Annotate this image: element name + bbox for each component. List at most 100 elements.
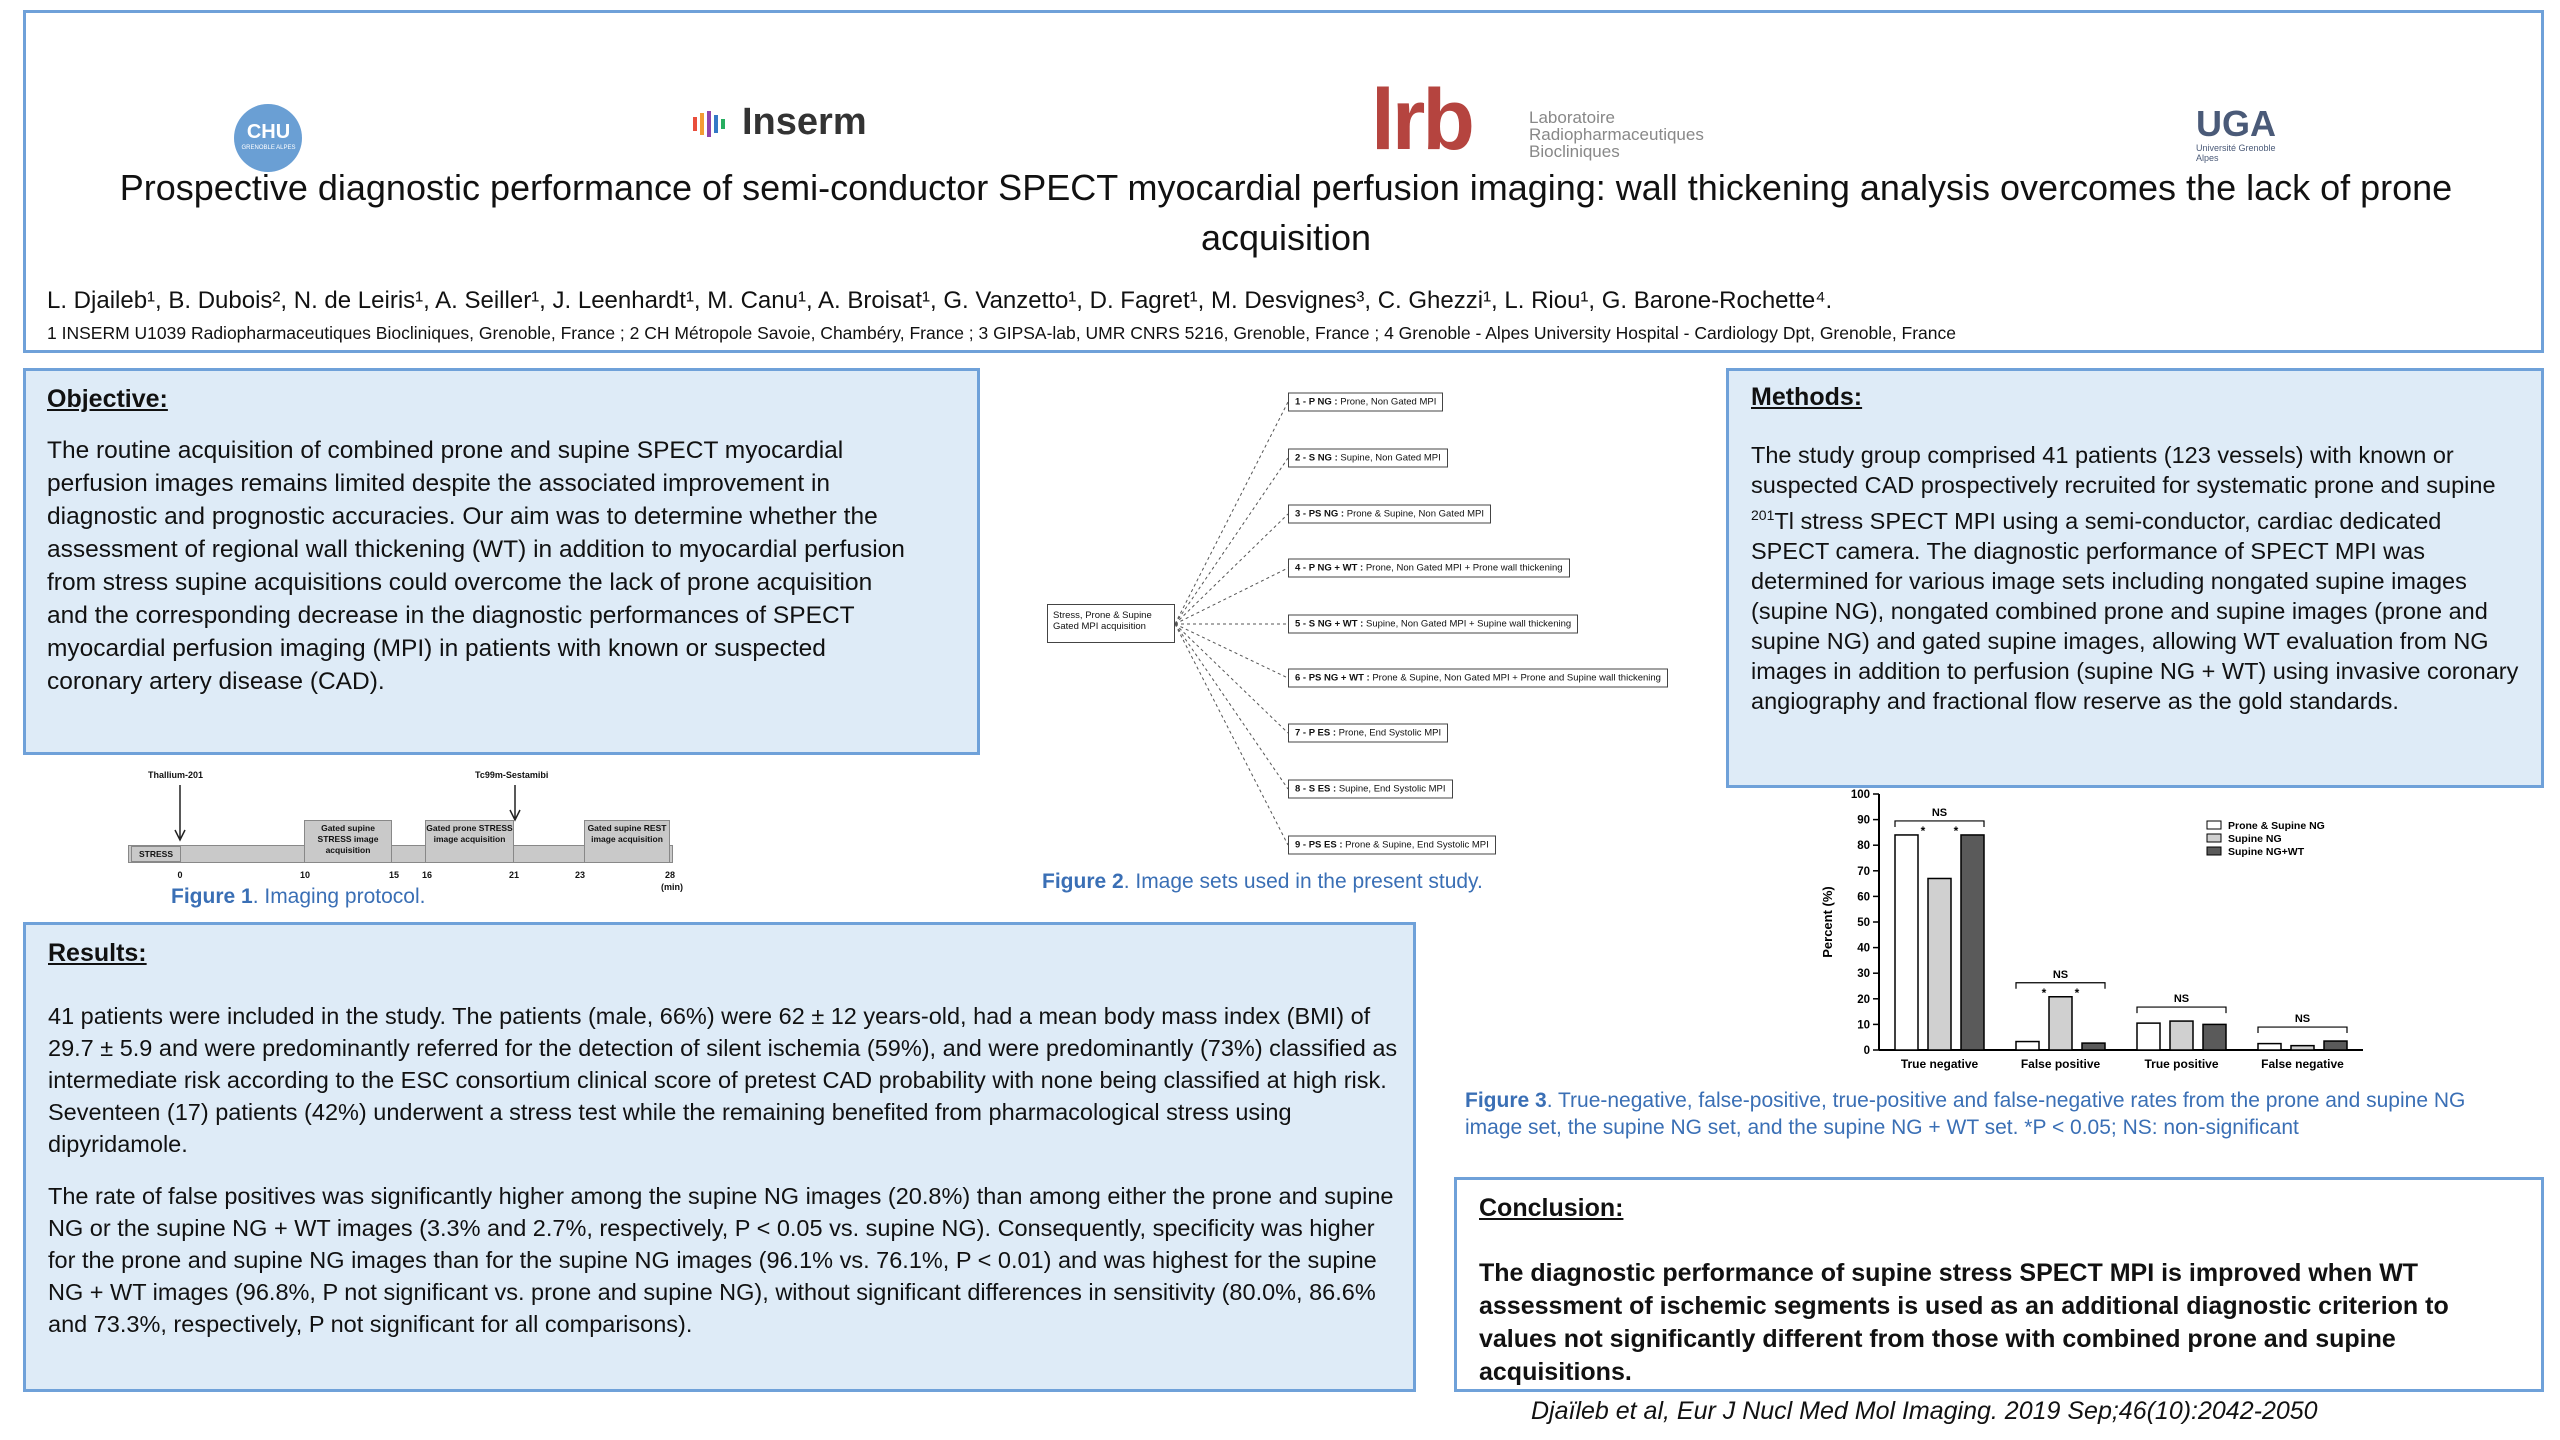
node-code: 4 - P NG + WT : bbox=[1295, 562, 1364, 574]
x-tick-label: False positive bbox=[2021, 1057, 2101, 1071]
caption-text: . Imaging protocol. bbox=[252, 885, 426, 908]
root-node: Stress, Prone & Supine Gated MPI acquisi… bbox=[1047, 604, 1175, 643]
node-code: 1 - P NG : bbox=[1295, 396, 1338, 408]
x-tick-label: True negative bbox=[1901, 1057, 1979, 1071]
protocol-box: Gated supine REST image acquisition bbox=[584, 820, 670, 863]
significance-bracket bbox=[2015, 982, 2106, 989]
node-code: 8 - S ES : bbox=[1295, 783, 1337, 795]
node-desc: Prone, Non Gated MPI bbox=[1340, 396, 1437, 408]
y-axis-label: Percent (%) bbox=[1820, 886, 1835, 958]
node-code: 7 - P ES : bbox=[1295, 727, 1337, 739]
arrows bbox=[174, 785, 521, 842]
methods-text: The study group comprised 41 patients (1… bbox=[1751, 440, 2521, 716]
inserm-icon bbox=[693, 111, 725, 137]
node-desc: Supine, Non Gated MPI + Supine wall thic… bbox=[1366, 618, 1572, 630]
node-code: 2 - S NG : bbox=[1295, 452, 1338, 464]
significance-bracket bbox=[2136, 1006, 2227, 1014]
caption: Figure 2. Image sets used in the present… bbox=[1042, 870, 1483, 894]
lrb-logo: lrb bbox=[1371, 72, 1475, 168]
node-desc: Supine, Non Gated MPI bbox=[1340, 452, 1441, 464]
significance-label: NS bbox=[2174, 993, 2189, 1005]
image-set-node: 6 - PS NG + WT : Prone & Supine, Non Gat… bbox=[1288, 668, 1668, 688]
y-tick-label: 100 bbox=[1851, 789, 1870, 801]
time-tick: 0 bbox=[177, 870, 183, 880]
results-text: 41 patients were included in the study. … bbox=[48, 1003, 1398, 1157]
node-code: 5 - S NG + WT : bbox=[1295, 618, 1364, 630]
lrb-line: Biocliniques bbox=[1529, 142, 1620, 161]
stress-box: STRESS bbox=[131, 846, 181, 862]
timeline-bar bbox=[128, 845, 673, 863]
y-tick-label: 80 bbox=[1857, 840, 1870, 852]
connector bbox=[1174, 623, 1289, 679]
bar bbox=[2323, 1040, 2348, 1051]
text: Tl stress SPECT MPI using a semi-conduct… bbox=[1751, 507, 2519, 714]
affiliations: 1 INSERM U1039 Radiopharmaceutiques Bioc… bbox=[47, 323, 1957, 343]
heading: Objective: bbox=[47, 385, 168, 413]
tracer-label: Tc99m-Sestamibi bbox=[475, 770, 549, 780]
conclusion-box: Conclusion: The diagnostic performance o… bbox=[1454, 1177, 2544, 1392]
connector bbox=[1174, 513, 1289, 625]
star: * bbox=[1921, 824, 1926, 838]
node-desc: Prone & Supine, End Systolic MPI bbox=[1345, 839, 1489, 851]
y-tick-label: 50 bbox=[1857, 917, 1870, 929]
protocol-box: Gated supine STRESS image acquisition bbox=[304, 820, 392, 863]
star: * bbox=[2075, 986, 2080, 1000]
image-set-node: 1 - P NG : Prone, Non Gated MPI bbox=[1288, 392, 1444, 412]
y-tick-label: 40 bbox=[1857, 943, 1870, 955]
y-tick-label: 20 bbox=[1857, 994, 1870, 1006]
caption: Figure 3. True-negative, false-positive,… bbox=[1465, 1087, 2515, 1164]
objective-text: The routine acquisition of combined pron… bbox=[47, 437, 905, 695]
caption-text: . Image sets used in the present study. bbox=[1123, 870, 1483, 893]
inserm-logo: Inserm bbox=[742, 101, 867, 143]
significance-bracket bbox=[2257, 1026, 2348, 1034]
significance-label: NS bbox=[1932, 807, 1947, 819]
bar bbox=[1894, 834, 1919, 1051]
x-tick-label: False negative bbox=[2261, 1057, 2344, 1071]
time-tick: 15 bbox=[388, 870, 400, 880]
citation: Djaïleb et al, Eur J Nucl Med Mol Imagin… bbox=[1531, 1397, 2318, 1425]
time-tick: 28 bbox=[664, 870, 676, 880]
lrb-line: Radiopharmaceutiques bbox=[1529, 125, 1704, 144]
tracer-label: Thallium-201 bbox=[148, 770, 204, 780]
node-desc: Prone & Supine, Non Gated MPI bbox=[1346, 508, 1485, 520]
node-desc: Prone, Non Gated MPI + Prone wall thicke… bbox=[1365, 562, 1563, 574]
node-desc: Prone, End Systolic MPI bbox=[1338, 727, 1442, 739]
bar bbox=[2048, 996, 2073, 1051]
x-tick-label: True positive bbox=[2144, 1057, 2218, 1071]
time-unit: (min) bbox=[661, 882, 683, 892]
caption-label: Figure 3 bbox=[1465, 1089, 1547, 1112]
bar bbox=[2257, 1042, 2282, 1051]
significance-label: NS bbox=[2295, 1013, 2310, 1025]
legend-label: Supine NG+WT bbox=[2228, 846, 2305, 858]
chu-sub: GRENOBLE ALPES bbox=[241, 145, 296, 151]
objective-box: Objective: The routine acquisition of co… bbox=[23, 368, 980, 755]
title: Prospective diagnostic performance of se… bbox=[119, 167, 2453, 258]
bar bbox=[2202, 1023, 2227, 1051]
star: * bbox=[1954, 824, 1959, 838]
node-code: 3 - PS NG : bbox=[1295, 508, 1345, 520]
text: The study group comprised 41 patients (1… bbox=[1751, 442, 2496, 498]
legend-swatch bbox=[2206, 820, 2222, 830]
uga-sub: Université Grenoble Alpes bbox=[2196, 143, 2276, 163]
image-set-node: 4 - P NG + WT : Prone, Non Gated MPI + P… bbox=[1288, 558, 1570, 578]
image-set-node: 9 - PS ES : Prone & Supine, End Systolic… bbox=[1288, 835, 1496, 855]
bar bbox=[2136, 1022, 2161, 1051]
y-tick-label: 10 bbox=[1857, 1019, 1870, 1031]
conclusion-text: The diagnostic performance of supine str… bbox=[1479, 1259, 2449, 1386]
uga-logo: UGA bbox=[2196, 103, 2276, 144]
header: CHU GRENOBLE ALPES Inserm lrb Laboratoir… bbox=[23, 10, 2544, 353]
bar bbox=[2015, 1040, 2040, 1051]
node-desc: Supine, End Systolic MPI bbox=[1338, 783, 1446, 795]
protocol-box: Gated prone STRESS image acquisition bbox=[425, 820, 514, 863]
y-tick-label: 0 bbox=[1864, 1045, 1870, 1057]
heading: Methods: bbox=[1751, 383, 1863, 411]
image-set-node: 8 - S ES : Supine, End Systolic MPI bbox=[1288, 779, 1453, 799]
star: * bbox=[2042, 986, 2047, 1000]
time-tick: 16 bbox=[421, 870, 433, 880]
bar bbox=[2169, 1020, 2194, 1051]
caption-label: Figure 2 bbox=[1042, 870, 1124, 893]
